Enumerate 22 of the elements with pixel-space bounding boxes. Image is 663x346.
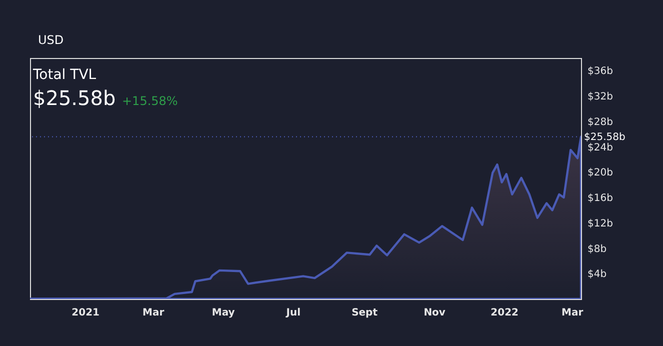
x-tick-label: Sept bbox=[352, 308, 378, 318]
y-tick-label: $4b bbox=[588, 269, 607, 280]
annotation: +15.58% bbox=[122, 94, 178, 108]
x-tick-label: 2021 bbox=[72, 308, 100, 318]
y-tick-label: $20b bbox=[588, 168, 613, 179]
y-tick-label: $36b bbox=[588, 66, 613, 78]
x-tick-label: Jul bbox=[285, 308, 301, 318]
ref-line-label: $25.58b bbox=[584, 132, 626, 143]
text: Total TVL bbox=[32, 67, 96, 83]
text: $25.58b bbox=[33, 86, 116, 110]
x-tick-label: May bbox=[212, 308, 236, 318]
x-tick-label: Nov bbox=[424, 308, 446, 318]
y-tick-label: $32b bbox=[588, 92, 613, 103]
y-tick-label: $16b bbox=[588, 193, 613, 204]
y-tick-label: $12b bbox=[588, 218, 613, 230]
x-tick-label: 2022 bbox=[490, 308, 519, 318]
y-tick-label: $28b bbox=[588, 116, 613, 128]
text: USD bbox=[38, 33, 64, 47]
x-tick-label: Mar bbox=[142, 308, 164, 318]
y-tick-label: $24b bbox=[588, 142, 613, 154]
x-tick-label: Mar bbox=[561, 308, 584, 318]
y-tick-label: $8b bbox=[588, 244, 607, 255]
